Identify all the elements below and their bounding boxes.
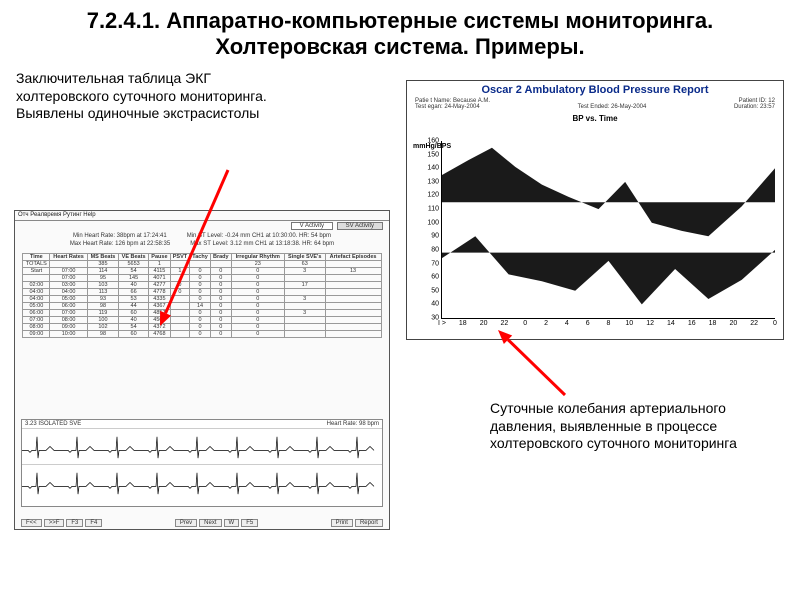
table-row: 07:0008:00100404569000 bbox=[23, 316, 381, 323]
ecg-button[interactable]: >>F bbox=[44, 519, 65, 527]
bp-test-ended: Test Ended: 26-May-2004 bbox=[578, 104, 647, 110]
wave-title: 3.23 ISOLATED SVE bbox=[25, 421, 81, 427]
bp-ytick: 150 bbox=[420, 151, 442, 158]
ecg-waveform-area: 3.23 ISOLATED SVE Heart Rate: 98 bpm bbox=[21, 419, 383, 507]
ecg-col-header: Single SVE's bbox=[284, 253, 325, 260]
ecg-button[interactable]: Next bbox=[199, 519, 221, 527]
bp-xtick: 0 bbox=[773, 318, 777, 327]
tab-sv-activity[interactable]: SV Activity bbox=[337, 222, 383, 230]
bp-xtick: 22 bbox=[750, 318, 758, 327]
bp-ytick: 80 bbox=[420, 246, 442, 253]
tab-v-activity[interactable]: V Activity bbox=[291, 222, 333, 230]
max-hr: Max Heart Rate: 126 bpm at 22:58:35 bbox=[70, 241, 170, 249]
bp-xtick: 18 bbox=[459, 318, 467, 327]
bp-xtick: 20 bbox=[729, 318, 737, 327]
bp-xtick: 16 bbox=[688, 318, 696, 327]
ecg-report-panel: Отч Реалвремя Рутинг Help V Activity SV … bbox=[14, 210, 390, 530]
caption-left: Заключительная таблица ЭКГ холтеровского… bbox=[16, 70, 296, 123]
min-st: Min ST Level: -0.24 mm CH1 at 10:30:00. … bbox=[187, 233, 331, 241]
bp-ytick: 110 bbox=[420, 206, 442, 213]
table-row: 04:0004:001136647780000 bbox=[23, 288, 381, 295]
bp-ytick: 100 bbox=[420, 219, 442, 226]
bp-xtick: 14 bbox=[667, 318, 675, 327]
caption-right: Суточные колебания артериального давлени… bbox=[490, 400, 780, 453]
table-row: 05:0006:00984443671400 bbox=[23, 302, 381, 309]
bp-xtick: 4 bbox=[565, 318, 569, 327]
ecg-menu-bar: Отч Реалвремя Рутинг Help bbox=[15, 211, 389, 221]
bp-report-title: Oscar 2 Ambulatory Blood Pressure Report bbox=[407, 81, 783, 97]
table-row: 02:0003:00103404277000017 bbox=[23, 281, 381, 288]
bp-ytick: 160 bbox=[420, 138, 442, 145]
bp-ytick: 40 bbox=[420, 301, 442, 308]
ecg-button[interactable]: F5 bbox=[241, 519, 258, 527]
table-row: 04:0005:00935343350003 bbox=[23, 295, 381, 302]
ecg-button-bar: F<<>>FF3F4 PrevNextWF5 PrintReport bbox=[21, 519, 383, 527]
table-row: Start07:001145441151000313 bbox=[23, 267, 381, 274]
ecg-button[interactable]: Prev bbox=[175, 519, 197, 527]
ecg-tabs: V Activity SV Activity bbox=[15, 221, 389, 231]
bp-xtick: 10 bbox=[625, 318, 633, 327]
ecg-wave-row-2 bbox=[22, 464, 382, 500]
table-row: TOTALS385565312363 bbox=[23, 260, 381, 267]
bp-xtick: 12 bbox=[646, 318, 654, 327]
table-row: 09:0010:0098604768000 bbox=[23, 330, 381, 337]
bp-ytick: 50 bbox=[420, 287, 442, 294]
bp-xtick: 20 bbox=[480, 318, 488, 327]
bp-xtick: 18 bbox=[709, 318, 717, 327]
bp-ytick: 130 bbox=[420, 178, 442, 185]
bp-chart-area: 16015014013012011010090807060504030I >18… bbox=[441, 141, 775, 319]
max-st: Max ST Level: 3.12 mm CH1 at 13:18:38. H… bbox=[190, 241, 334, 249]
ecg-col-header: Time bbox=[23, 253, 50, 260]
ecg-button[interactable]: Report bbox=[355, 519, 383, 527]
bp-ytick: 120 bbox=[420, 192, 442, 199]
ecg-button[interactable]: F3 bbox=[66, 519, 83, 527]
ecg-info-block: Min Heart Rate: 38bpm at 17:24:41 Min ST… bbox=[15, 231, 389, 249]
ecg-button[interactable]: F4 bbox=[85, 519, 102, 527]
bp-xtick: 0 bbox=[523, 318, 527, 327]
table-row: 07:00951454071000 bbox=[23, 274, 381, 281]
ecg-button[interactable]: F<< bbox=[21, 519, 42, 527]
bp-ytick: 90 bbox=[420, 233, 442, 240]
bp-ytick: 70 bbox=[420, 260, 442, 267]
ecg-col-header: Heart Rates bbox=[50, 253, 88, 260]
min-hr: Min Heart Rate: 38bpm at 17:24:41 bbox=[73, 233, 167, 241]
bp-test-began: Test egan: 24-May-2004 bbox=[415, 104, 490, 110]
bp-xtick: 8 bbox=[607, 318, 611, 327]
slide-title: 7.2.4.1. Аппаратно-компьютерные системы … bbox=[0, 0, 800, 67]
bp-duration: Duration: 23:57 bbox=[734, 104, 775, 110]
bp-xtick: 22 bbox=[501, 318, 509, 327]
bp-ytick: 140 bbox=[420, 165, 442, 172]
ecg-summary-table: TimeHeart RatesMS BeatsVE BeatsPausePSVT… bbox=[22, 253, 381, 338]
ecg-col-header: MS Beats bbox=[87, 253, 118, 260]
ecg-col-header: VE Beats bbox=[119, 253, 149, 260]
ecg-col-header: Brady bbox=[210, 253, 231, 260]
bp-xtick: I > bbox=[438, 318, 446, 327]
bp-report-meta: Patie t Name: Because A.M. Test egan: 24… bbox=[407, 97, 783, 112]
bp-xtick: 2 bbox=[544, 318, 548, 327]
ecg-col-header: Pause bbox=[149, 253, 171, 260]
ecg-col-header: Tachy bbox=[190, 253, 211, 260]
bp-report-panel: Oscar 2 Ambulatory Blood Pressure Report… bbox=[406, 80, 784, 340]
ecg-col-header: Artefact Episodes bbox=[325, 253, 381, 260]
bp-ytick: 60 bbox=[420, 274, 442, 281]
table-row: 08:0009:00102544372000 bbox=[23, 323, 381, 330]
bp-chart-title: BP vs. Time bbox=[407, 112, 783, 125]
table-row: 06:0007:001196048570003 bbox=[23, 309, 381, 316]
ecg-col-header: Irregular Rhythm bbox=[231, 253, 284, 260]
ecg-col-header: PSVT bbox=[170, 253, 189, 260]
wave-hr: Heart Rate: 98 bpm bbox=[327, 421, 379, 427]
bp-xtick: 6 bbox=[586, 318, 590, 327]
ecg-button[interactable]: Print bbox=[331, 519, 353, 527]
ecg-button[interactable]: W bbox=[224, 519, 240, 527]
ecg-wave-row-1 bbox=[22, 428, 382, 464]
